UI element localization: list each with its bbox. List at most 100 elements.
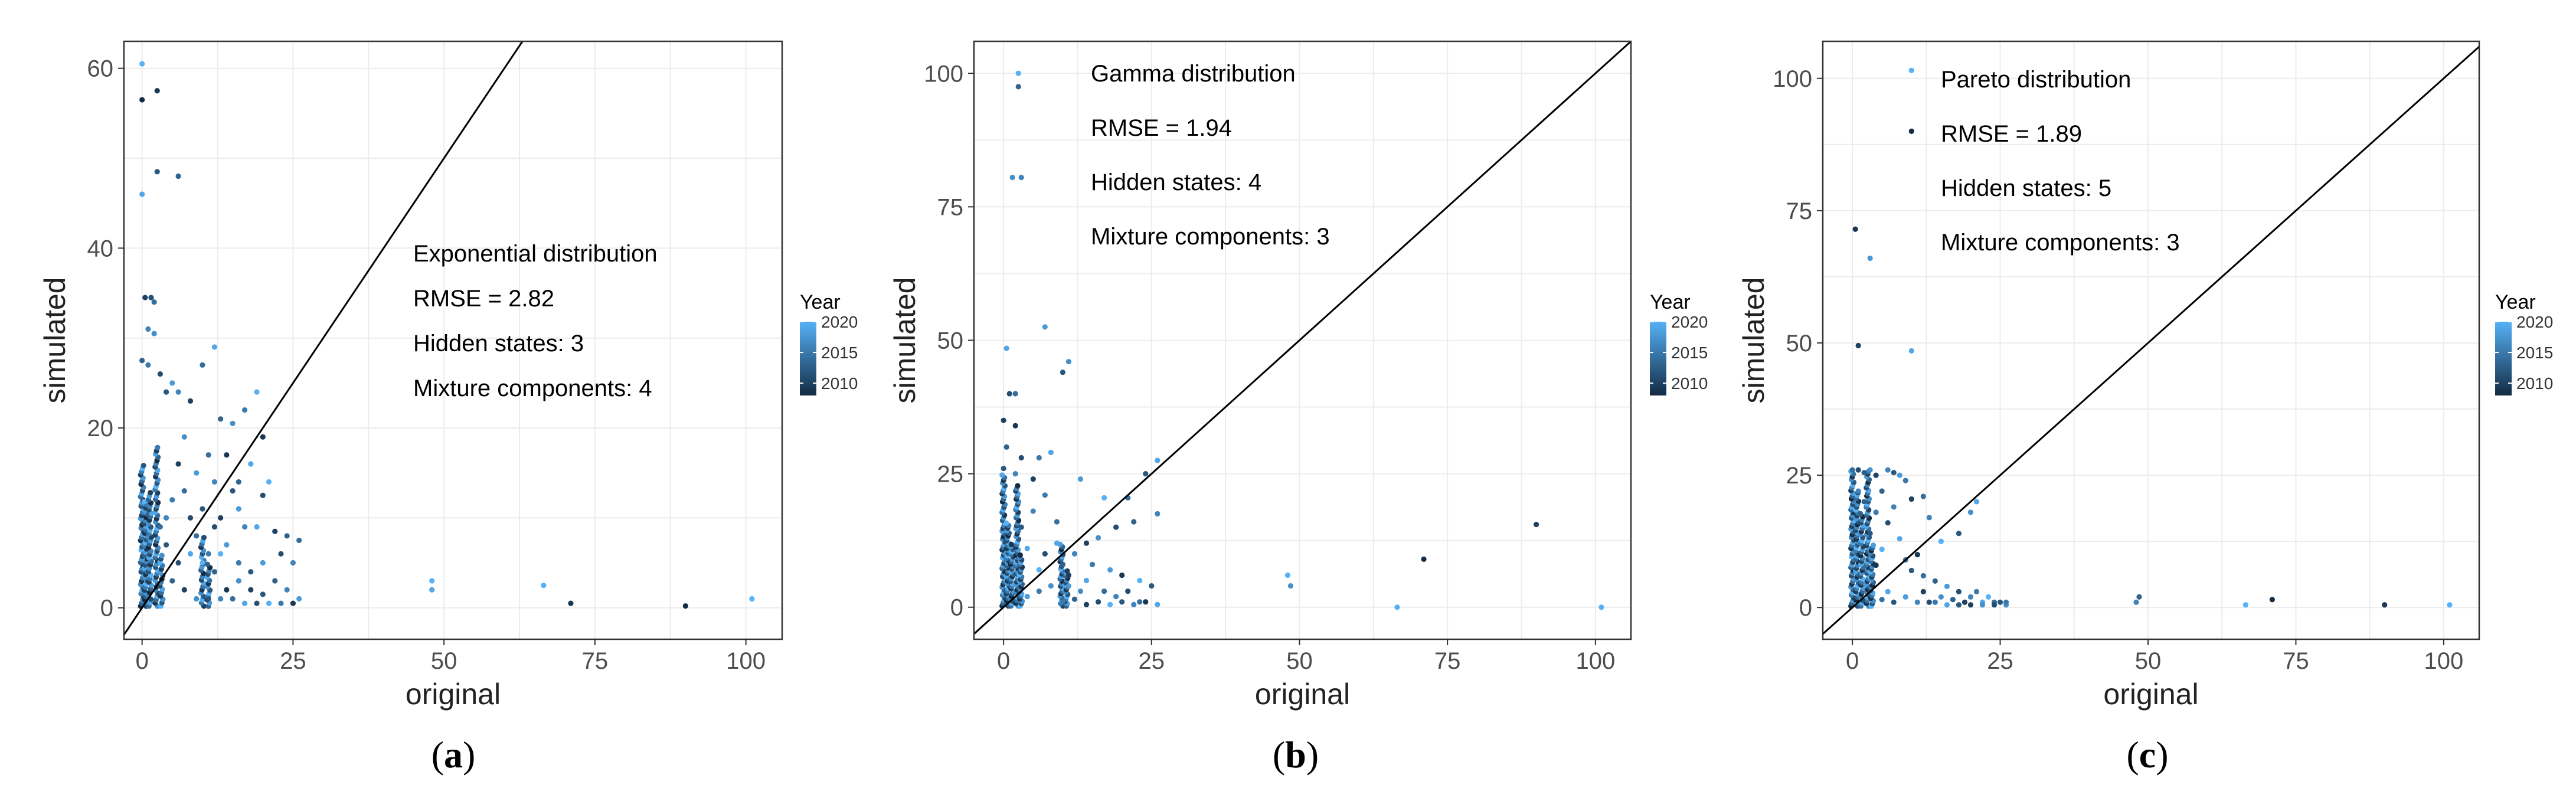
legend-label: 2015 [821, 344, 858, 362]
data-point [1867, 467, 1873, 473]
annotation-line: RMSE = 1.89 [1941, 121, 2082, 147]
data-point [1095, 599, 1101, 605]
data-point [211, 524, 218, 530]
data-point [1920, 493, 1926, 499]
y-tick-label: 75 [1786, 198, 1813, 224]
data-point [157, 371, 163, 377]
data-point [290, 560, 296, 566]
y-tick-label: 50 [937, 328, 964, 354]
data-point [1017, 552, 1024, 558]
data-point [1885, 589, 1891, 594]
data-point [1071, 551, 1078, 557]
legend-label: 2020 [2516, 313, 2553, 331]
data-point [1950, 597, 1956, 603]
x-axis-title: original [1255, 678, 1350, 711]
caption-open: ( [2126, 734, 2139, 776]
data-point [164, 389, 169, 395]
data-point [254, 524, 260, 530]
caption-letter: c [2139, 734, 2156, 776]
data-point [1944, 602, 1950, 608]
data-point [187, 551, 194, 557]
legend-title: Year [800, 291, 841, 313]
data-point [1855, 467, 1861, 473]
data-point [1113, 524, 1119, 530]
y-tick-label: 25 [937, 462, 964, 488]
legend-title: Year [1650, 291, 1691, 313]
data-point [151, 299, 157, 305]
data-point [141, 498, 147, 505]
data-point [1421, 556, 1427, 562]
data-point [1077, 476, 1084, 482]
data-point [999, 472, 1005, 478]
data-point [1113, 594, 1119, 600]
data-point [241, 524, 248, 530]
data-point [1879, 488, 1885, 494]
y-tick-label: 100 [1773, 66, 1812, 92]
data-point [260, 434, 266, 440]
data-point [164, 515, 169, 521]
data-point [169, 497, 175, 503]
legend-label: 2015 [2516, 344, 2553, 362]
data-point [284, 533, 290, 539]
data-point [1873, 562, 1879, 568]
data-point [2133, 599, 2139, 605]
x-tick-label: 75 [2283, 648, 2309, 674]
data-point [175, 461, 181, 467]
data-point [1012, 423, 1018, 429]
data-point [211, 344, 218, 350]
data-point [1867, 531, 1873, 537]
data-point [148, 489, 153, 496]
y-tick-label: 50 [1786, 331, 1813, 357]
data-point [1003, 444, 1009, 450]
data-point [260, 492, 266, 498]
data-point [1024, 594, 1030, 600]
data-point [1012, 471, 1018, 477]
data-point [254, 389, 260, 395]
data-point [284, 587, 290, 593]
legend-colorbar [800, 322, 816, 395]
caption-letter: b [1285, 734, 1306, 776]
data-point [1902, 594, 1908, 600]
data-point [248, 569, 254, 575]
data-point [1997, 599, 2003, 605]
data-point [1048, 583, 1054, 589]
chart-panel-b: 0 25 50 75 100 0 25 50 75 100 original simulated Gam… [888, 40, 1708, 776]
data-point [1107, 567, 1113, 573]
data-point [1885, 520, 1891, 526]
data-point [1143, 599, 1149, 605]
x-tick-label: 50 [1286, 648, 1313, 674]
data-point [236, 479, 241, 485]
annotation-line: Hidden states: 5 [1941, 175, 2111, 201]
legend-label: 2010 [2516, 374, 2553, 393]
data-point [139, 97, 145, 103]
data-point [1967, 509, 1974, 515]
data-point [218, 596, 224, 602]
data-point [194, 470, 200, 476]
data-point [1879, 597, 1885, 603]
data-point [1891, 599, 1897, 605]
data-point [1879, 547, 1885, 552]
data-point [1036, 567, 1042, 573]
data-point [1060, 370, 1066, 375]
data-point [1908, 128, 1914, 134]
data-point [1015, 483, 1021, 489]
plot-frame [1822, 40, 2480, 640]
y-axis-title: simulated [888, 277, 921, 404]
identity-line [974, 41, 1631, 635]
data-point [1024, 545, 1030, 551]
data-point [1018, 455, 1024, 461]
data-point [1095, 535, 1101, 541]
data-point [1155, 511, 1160, 517]
data-point [1048, 449, 1054, 456]
x-tick-label: 0 [997, 648, 1010, 674]
panel-caption: (b) [1273, 734, 1319, 776]
x-tick-label: 25 [280, 648, 306, 674]
annotation-line: RMSE = 1.94 [1091, 115, 1232, 141]
caption-open: ( [1273, 734, 1285, 776]
data-point [1125, 588, 1131, 594]
data-point [139, 61, 145, 67]
data-point [1083, 577, 1090, 584]
data-point [1119, 572, 1125, 578]
data-point [187, 398, 194, 404]
